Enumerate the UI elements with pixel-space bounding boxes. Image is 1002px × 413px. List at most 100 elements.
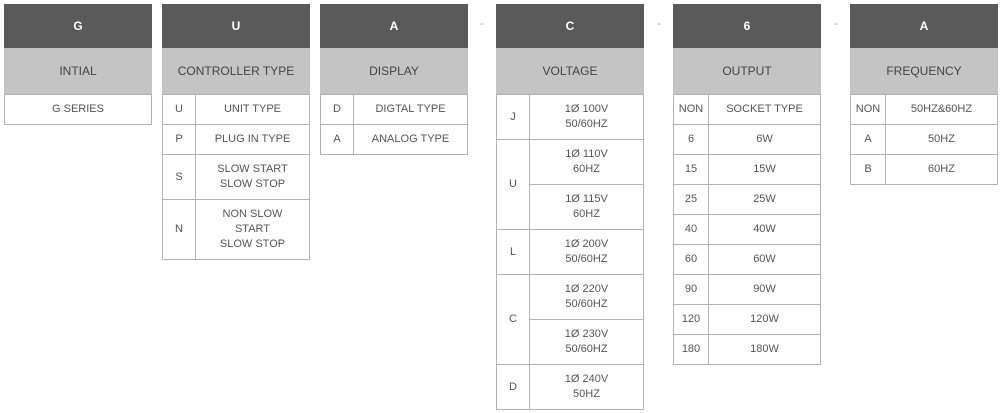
row-label: SOCKET TYPE: [708, 94, 821, 125]
table-row: N NON SLOW START SLOW STOP: [162, 199, 310, 260]
row-key: NON: [850, 94, 886, 125]
display-table: D DIGTAL TYPE A ANALOG TYPE: [320, 94, 468, 155]
table-row: 90 90W: [673, 274, 821, 305]
table-row: B 60HZ: [850, 154, 998, 185]
row-label: ANALOG TYPE: [353, 124, 468, 155]
row-key: 40: [673, 214, 709, 245]
table-row: P PLUG IN TYPE: [162, 124, 310, 155]
column-title: FREQUENCY: [850, 48, 998, 94]
code-header: G: [4, 4, 152, 48]
controller-type-table: U UNIT TYPE P PLUG IN TYPE S SLOW START …: [162, 94, 310, 260]
row-key: 60: [673, 244, 709, 275]
table-row: U 1Ø 110V 60HZ: [496, 139, 644, 230]
row-label: 1Ø 110V 60HZ: [529, 139, 644, 185]
separator-dash: -: [834, 16, 838, 30]
row-key: U: [162, 94, 196, 125]
table-row: L 1Ø 200V 50/60HZ: [496, 229, 644, 275]
row-key: D: [320, 94, 354, 125]
row-label: 1Ø 115V 60HZ: [529, 184, 644, 230]
row-key: 15: [673, 154, 709, 185]
row-label: 1Ø 240V 50HZ: [529, 364, 644, 410]
separator-dash: -: [480, 16, 484, 30]
table-row: C 1Ø 220V 50/60HZ: [496, 274, 644, 365]
row-key: L: [496, 229, 530, 275]
row-key: A: [850, 124, 886, 155]
row-label: SLOW START SLOW STOP: [195, 154, 310, 200]
table-row: A 50HZ: [850, 124, 998, 155]
row-label: 6W: [708, 124, 821, 155]
row-label: 1Ø 200V 50/60HZ: [529, 229, 644, 275]
row-key: U: [496, 139, 530, 230]
row-label: 50HZ&60HZ: [885, 94, 998, 125]
table-row: 120 120W: [673, 304, 821, 335]
row-key: NON: [673, 94, 709, 125]
code-header: U: [162, 4, 310, 48]
table-row: D DIGTAL TYPE: [320, 94, 468, 125]
row-label: 40W: [708, 214, 821, 245]
code-header: A: [850, 4, 998, 48]
row-label: 120W: [708, 304, 821, 335]
initial-table: G SERIES: [4, 94, 152, 125]
initial-value: G SERIES: [4, 94, 152, 125]
row-key: 25: [673, 184, 709, 215]
table-row: U UNIT TYPE: [162, 94, 310, 125]
row-label: UNIT TYPE: [195, 94, 310, 125]
column-title: VOLTAGE: [496, 48, 644, 94]
table-row: 25 25W: [673, 184, 821, 215]
frequency-table: NON 50HZ&60HZ A 50HZ B 60HZ: [850, 94, 998, 185]
row-label: 1Ø 230V 50/60HZ: [529, 319, 644, 365]
table-row: 6 6W: [673, 124, 821, 155]
row-key: B: [850, 154, 886, 185]
row-label: 90W: [708, 274, 821, 305]
column-frequency: A FREQUENCY NON 50HZ&60HZ A 50HZ B 60HZ: [850, 4, 998, 185]
row-label: NON SLOW START SLOW STOP: [195, 199, 310, 260]
table-row: NON SOCKET TYPE: [673, 94, 821, 125]
row-label: 60HZ: [885, 154, 998, 185]
row-key: P: [162, 124, 196, 155]
row-label: 15W: [708, 154, 821, 185]
column-initial: G INTIAL G SERIES: [4, 4, 152, 125]
column-output: 6 OUTPUT NON SOCKET TYPE 6 6W 15 15W 25 25W …: [673, 4, 821, 365]
row-label: 1Ø 100V 50/60HZ: [529, 94, 644, 140]
row-label: 60W: [708, 244, 821, 275]
voltage-table: J 1Ø 100V 50/60HZ U 1Ø 110V 60HZ 1Ø 115V…: [496, 94, 644, 410]
row-key: S: [162, 154, 196, 200]
column-title: INTIAL: [4, 48, 152, 94]
column-title: DISPLAY: [320, 48, 468, 94]
row-label: 1Ø 220V 50/60HZ: [529, 274, 644, 320]
table-row: 40 40W: [673, 214, 821, 245]
table-row: 1Ø 115V 60HZ: [497, 184, 644, 230]
code-header: C: [496, 4, 644, 48]
table-row: 180 180W: [673, 334, 821, 365]
column-voltage: C VOLTAGE J 1Ø 100V 50/60HZ U 1Ø 110V 60…: [496, 4, 644, 410]
row-key: 180: [673, 334, 709, 365]
row-key: 6: [673, 124, 709, 155]
row-key: 120: [673, 304, 709, 335]
row-key: 90: [673, 274, 709, 305]
row-key: J: [496, 94, 530, 140]
code-header: A: [320, 4, 468, 48]
row-key: N: [162, 199, 196, 260]
table-row: D 1Ø 240V 50HZ: [496, 364, 644, 410]
row-label: 25W: [708, 184, 821, 215]
table-row: 60 60W: [673, 244, 821, 275]
row-label: 180W: [708, 334, 821, 365]
table-row: S SLOW START SLOW STOP: [162, 154, 310, 200]
code-header: 6: [673, 4, 821, 48]
separator-dash: -: [657, 16, 661, 30]
row-label: DIGTAL TYPE: [353, 94, 468, 125]
row-label: PLUG IN TYPE: [195, 124, 310, 155]
table-row: J 1Ø 100V 50/60HZ: [496, 94, 644, 140]
row-key: D: [496, 364, 530, 410]
column-title: CONTROLLER TYPE: [162, 48, 310, 94]
row-key: A: [320, 124, 354, 155]
column-controller-type: U CONTROLLER TYPE U UNIT TYPE P PLUG IN …: [162, 4, 310, 260]
row-key: C: [496, 274, 530, 365]
output-table: NON SOCKET TYPE 6 6W 15 15W 25 25W 40 40W 60 6…: [673, 94, 821, 365]
column-display: A DISPLAY D DIGTAL TYPE A ANALOG TYPE: [320, 4, 468, 155]
column-title: OUTPUT: [673, 48, 821, 94]
table-row: 15 15W: [673, 154, 821, 185]
row-label: 50HZ: [885, 124, 998, 155]
table-row: 1Ø 230V 50/60HZ: [497, 319, 644, 365]
table-row: A ANALOG TYPE: [320, 124, 468, 155]
